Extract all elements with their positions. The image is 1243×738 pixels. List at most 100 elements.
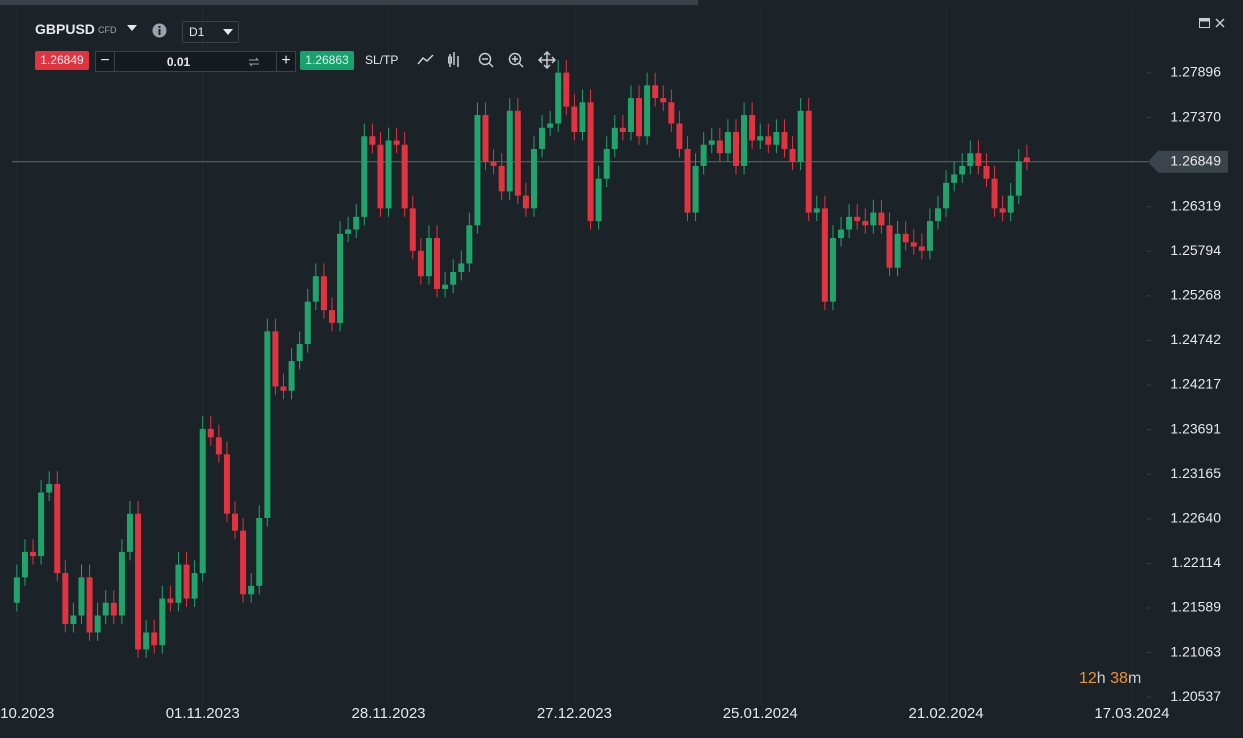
- candle-body: [514, 110, 521, 196]
- y-tick-label: 1.26319: [1170, 197, 1221, 213]
- candle-body: [320, 276, 327, 311]
- candle-body: [967, 153, 974, 166]
- candle-body: [248, 585, 255, 595]
- candle-body: [595, 178, 602, 222]
- candle-body: [1023, 157, 1030, 162]
- candle-body: [86, 577, 93, 633]
- candle-body: [288, 361, 295, 391]
- candle-body: [886, 225, 893, 268]
- candle-body: [409, 208, 416, 251]
- top-strip: [0, 0, 698, 5]
- candle-body: [676, 123, 683, 149]
- candle-body: [207, 428, 214, 438]
- candle-body: [393, 140, 400, 145]
- symbol-dropdown[interactable]: [127, 25, 137, 31]
- chart-tools[interactable]: [416, 50, 556, 70]
- candle-body: [918, 246, 925, 251]
- candle-body: [232, 513, 239, 531]
- candle-body: [797, 110, 804, 162]
- candle-body: [813, 208, 820, 213]
- candle-body: [191, 573, 198, 599]
- countdown-minutes: 38: [1110, 670, 1128, 687]
- x-tick-label: 17.03.2024: [1094, 705, 1169, 722]
- y-tick-label: 1.27896: [1170, 64, 1221, 80]
- candle-body: [555, 72, 562, 124]
- candle-body: [369, 136, 376, 145]
- timeframe-select[interactable]: D1: [182, 21, 239, 43]
- candle-body: [21, 551, 28, 578]
- candle-body: [175, 564, 182, 603]
- candle-body: [296, 344, 303, 362]
- candle-body: [223, 454, 230, 514]
- window-controls[interactable]: [1199, 17, 1229, 29]
- candle-body: [272, 331, 279, 387]
- candle-body: [854, 216, 861, 222]
- candle-body: [167, 598, 174, 603]
- candle-body: [458, 263, 465, 272]
- candle-body: [926, 221, 933, 251]
- candle-body: [870, 212, 877, 226]
- y-tick-label: 1.25268: [1170, 287, 1221, 303]
- candle-body: [70, 615, 77, 624]
- candle-body: [256, 517, 263, 586]
- swap-icon[interactable]: [248, 57, 260, 67]
- symbol[interactable]: GBPUSD: [35, 21, 95, 37]
- candle-body: [151, 632, 158, 646]
- current-price-tag: [1148, 150, 1228, 173]
- candle-body: [749, 115, 756, 141]
- candle-body: [442, 284, 449, 289]
- candle-body: [943, 182, 950, 209]
- candle-body: [611, 127, 618, 149]
- candle-body: [143, 632, 150, 650]
- candle-body: [563, 72, 570, 107]
- candle-body: [627, 98, 634, 133]
- candle-body: [999, 208, 1006, 213]
- candle-body: [644, 85, 651, 137]
- candle-body: [417, 250, 424, 277]
- info-icon[interactable]: [152, 23, 167, 38]
- buy-button[interactable]: 1.26863: [300, 51, 354, 70]
- x-tick-label: 01.11.2023: [166, 705, 240, 722]
- candle-body: [846, 216, 853, 230]
- candle-body: [135, 513, 142, 650]
- candle-body: [126, 513, 133, 552]
- candle-body: [789, 148, 796, 162]
- sltp-button[interactable]: SL/TP: [365, 53, 399, 67]
- y-tick-label: 1.27370: [1170, 108, 1221, 124]
- candle-body: [773, 132, 780, 145]
- sell-button[interactable]: 1.26849: [35, 51, 89, 70]
- candle-body: [345, 229, 352, 234]
- candle-body: [54, 484, 61, 574]
- y-tick-label: 1.23165: [1170, 465, 1221, 481]
- candle-body: [821, 208, 828, 302]
- candle-body: [571, 106, 578, 133]
- current-price-label: 1.26849: [1170, 152, 1221, 168]
- plus-button[interactable]: +: [276, 52, 295, 71]
- candle-body: [741, 115, 748, 166]
- minus-button[interactable]: −: [96, 52, 115, 71]
- candle-body: [668, 102, 675, 124]
- y-tick-label: 1.20537: [1170, 688, 1221, 704]
- candle-body: [894, 233, 901, 268]
- candle-body: [361, 136, 368, 217]
- y-tick-label: 1.24742: [1170, 331, 1221, 347]
- candle-body: [829, 238, 836, 302]
- candle-body: [603, 148, 610, 179]
- y-tick-label: 1.21063: [1170, 643, 1221, 659]
- candle-body: [902, 233, 909, 243]
- countdown-hours-unit: h: [1096, 670, 1106, 687]
- candle-body: [724, 132, 731, 154]
- candle-body: [46, 484, 53, 493]
- candle-body: [959, 165, 966, 175]
- candle-body: [240, 530, 247, 595]
- candle-body: [434, 238, 441, 289]
- y-tick-label: 1.22114: [1171, 554, 1221, 570]
- timeframe: D1: [189, 25, 205, 39]
- x-tick-label: 05.10.2023: [0, 705, 54, 722]
- candle-body: [466, 225, 473, 264]
- candle-body: [30, 551, 37, 557]
- candle-body: [991, 178, 998, 209]
- quantity[interactable]: 0.01: [166, 55, 191, 69]
- candle-body: [619, 127, 626, 133]
- candle-body: [878, 212, 885, 226]
